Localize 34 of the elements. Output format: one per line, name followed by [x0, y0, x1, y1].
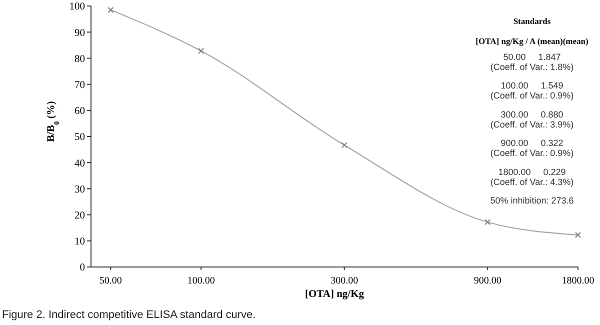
annotation: (Coeff. of Var.: 3.9%)	[490, 119, 574, 130]
y-tick-label: 70	[74, 80, 85, 91]
annotation: 100.00 1.549	[500, 80, 564, 91]
y-tick-label: 90	[74, 28, 85, 39]
y-tick-label: 60	[74, 106, 85, 118]
annotation: (Coeff. of Var.: 1.8%)	[490, 62, 574, 72]
y-tick-label: 40	[74, 158, 85, 170]
annotation: 50.00 1.847	[503, 52, 561, 62]
x-tick-label: 100.00	[187, 276, 215, 286]
x-tick-label: 900.00	[474, 276, 502, 286]
y-tick-label: 100	[69, 2, 85, 13]
annotation: (Coeff. of Var.: 0.9%)	[490, 90, 574, 101]
point	[341, 142, 348, 148]
y-tick-label: 0	[80, 262, 85, 274]
point	[574, 232, 582, 238]
y-tick-label: 80	[74, 54, 85, 65]
x-axis-title: [OTA] ng/Kg	[304, 289, 365, 300]
annotation: [OTA] ng/Kg / A (mean)(mean)	[476, 36, 589, 46]
annotation: (Coeff. of Var.: 0.9%)	[490, 148, 574, 158]
annotation: Standards	[513, 16, 552, 26]
annotation: 900.00 0.322	[500, 138, 564, 148]
x-tick-label: 50.00	[99, 276, 122, 286]
y-tick-label: 50	[74, 132, 85, 144]
y-tick-label: 10	[74, 236, 85, 248]
annotation: (Coeff. of Var.: 4.3%)	[490, 176, 574, 187]
point	[108, 6, 114, 14]
annotation: 300.00 0.880	[500, 109, 564, 120]
annotation: 50% inhibition: 273.6	[490, 196, 574, 206]
y-tick-label: 20	[74, 210, 85, 222]
x-tick-label: 300.00	[330, 276, 358, 286]
caption: Figure 2. Indirect competitive ELISA standard curve.	[2, 309, 256, 321]
x-tick-label: 1800.00	[562, 276, 594, 286]
annotation: 1800.00 0.229	[498, 166, 566, 177]
y-tick-label: 30	[74, 184, 85, 196]
